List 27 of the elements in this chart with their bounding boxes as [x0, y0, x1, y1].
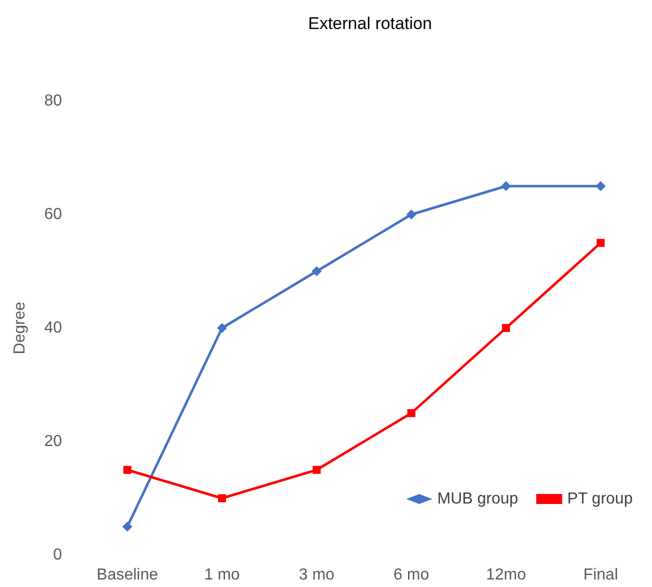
- point: [312, 466, 321, 474]
- legend-label: PT group: [567, 490, 633, 508]
- chart-title: External rotation: [308, 14, 432, 33]
- point: [502, 324, 510, 332]
- x-tick-label: 1 mo: [204, 566, 240, 584]
- point: [123, 466, 132, 474]
- point: [218, 494, 226, 502]
- point: [501, 181, 511, 192]
- y-tick-label: 20: [44, 433, 62, 450]
- y-tick-label: 40: [44, 320, 62, 336]
- point: [596, 181, 606, 192]
- y-axis-title: Degree: [12, 302, 28, 354]
- x-tick-label: Final: [583, 566, 618, 584]
- x-tick-label: 12mo: [486, 566, 526, 584]
- x-tick-label: Baseline: [96, 566, 158, 584]
- point: [122, 522, 132, 532]
- point: [407, 409, 416, 418]
- point: [312, 266, 322, 276]
- legend-label: MUB group: [437, 490, 518, 508]
- point: [596, 238, 605, 247]
- x-tick-label: 6 mo: [394, 566, 430, 584]
- point: [217, 323, 227, 333]
- y-tick-label: 80: [44, 92, 62, 110]
- x-tick-label: 3 mo: [298, 566, 335, 584]
- point: [406, 210, 416, 220]
- y-tick-label: 60: [44, 206, 62, 223]
- y-tick-label: 0: [53, 546, 62, 564]
